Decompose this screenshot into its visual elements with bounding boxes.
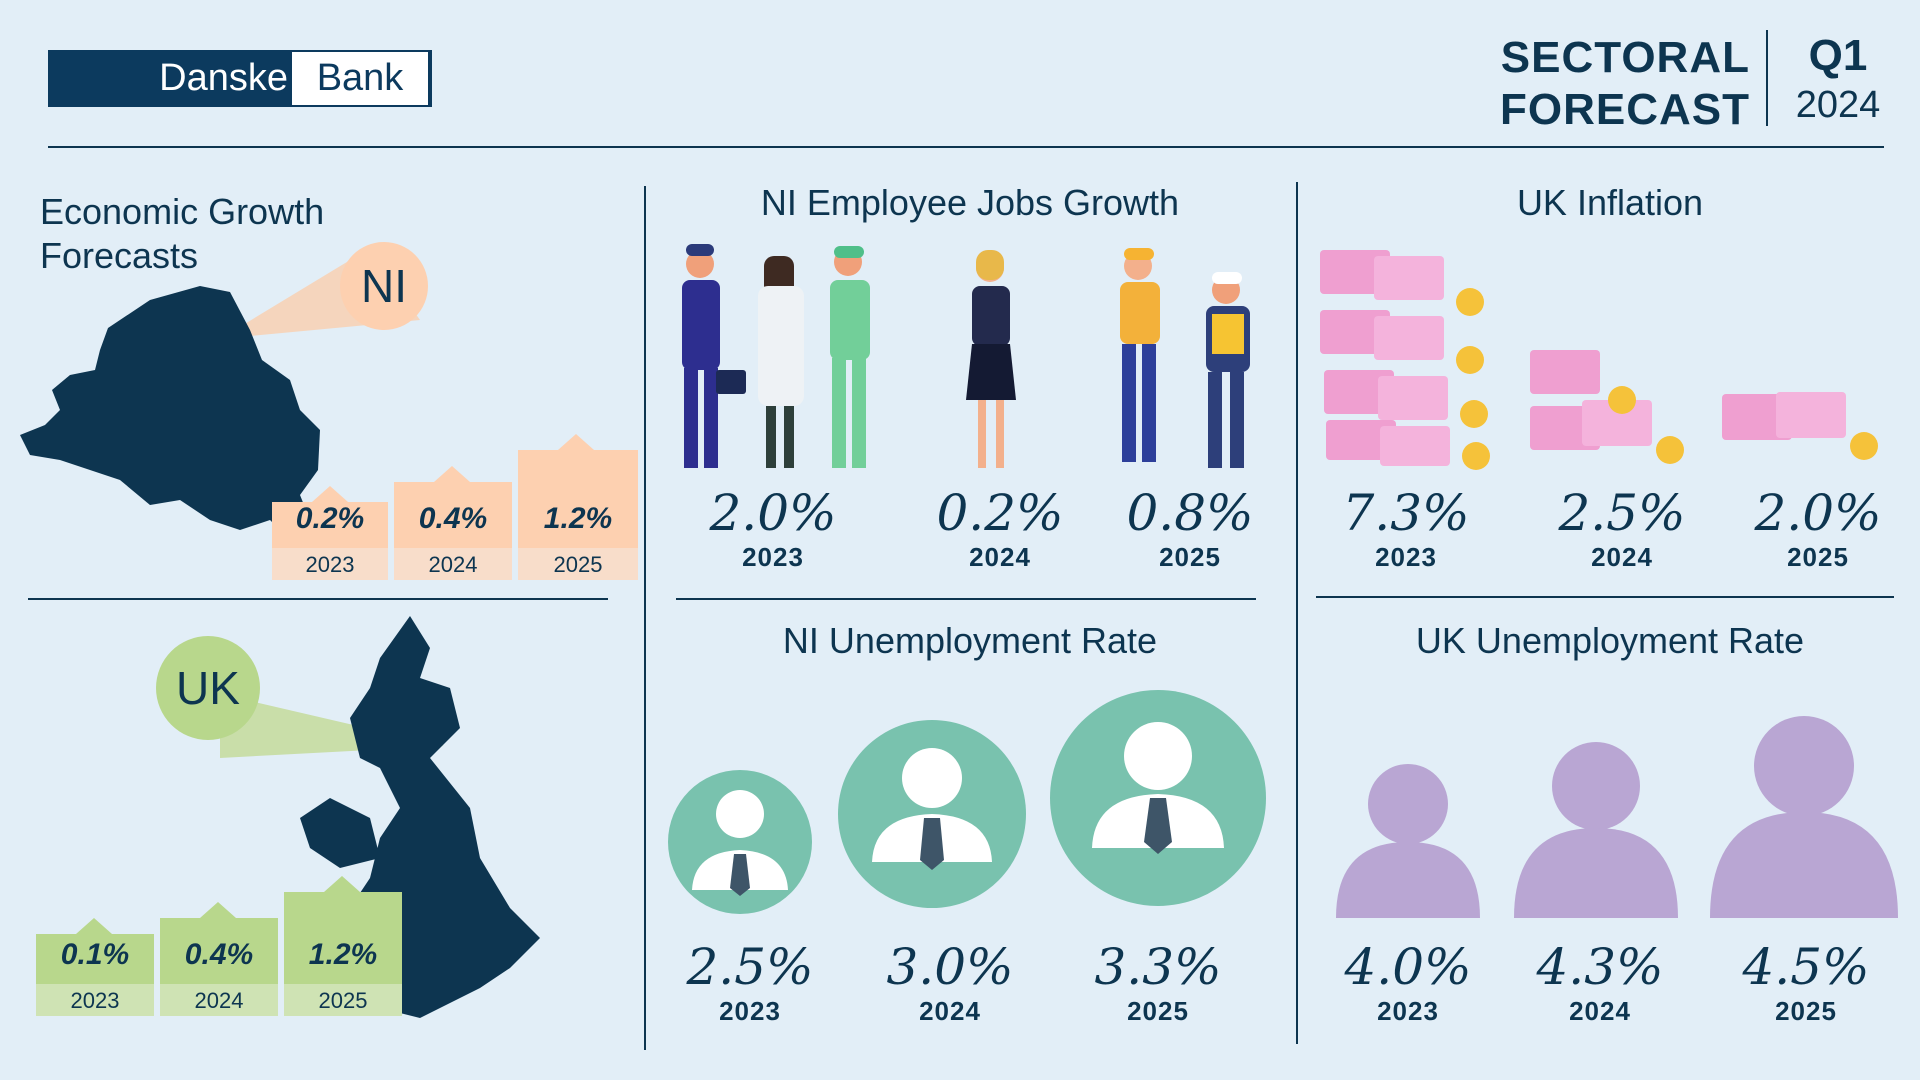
ni-unemployment-2024-value: 3.0% [886, 938, 1014, 996]
uk-inflation-2023-value: 7.3% [1342, 484, 1470, 542]
ni-unemployment-2023-value: 2.5% [686, 938, 814, 996]
ni-unemployment-2025-value: 3.3% [1094, 938, 1222, 996]
uk-growth-2025: 1.2% 2025 [284, 870, 402, 1016]
uk-bubble: UK [156, 636, 260, 740]
construction-worker-icon [1206, 272, 1250, 468]
report-quarter: Q1 [1808, 31, 1868, 80]
person-small-icon [1336, 764, 1480, 918]
ni-unemployment-title: NI Unemployment Rate [782, 620, 1158, 661]
danske-bank-logo: Danske Bank [48, 50, 432, 107]
ni-growth-2024-value: 0.4% [418, 502, 488, 535]
money-stack-medium-icon [1530, 350, 1684, 464]
uk-growth-2025-year: 2025 [318, 988, 368, 1013]
uk-unemployment-title: UK Unemployment Rate [1415, 620, 1805, 661]
employee-circle-medium-icon [838, 720, 1026, 908]
uk-unemployment-2025-value: 4.5% [1742, 938, 1870, 996]
ni-divider [676, 598, 1256, 600]
ni-unemployment-2025-year: 2025 [1127, 996, 1189, 1026]
ni-growth-2023: 0.2% 2023 [272, 480, 388, 580]
employee-circle-large-icon [1050, 690, 1266, 906]
workers-illustration [682, 244, 1250, 468]
ni-growth-2025: 1.2% 2025 [518, 430, 638, 580]
uk-unemployment-2023-value: 4.0% [1344, 938, 1472, 996]
ni-growth-2024-year: 2024 [428, 552, 478, 577]
report-title: SECTORAL FORECAST [1500, 32, 1750, 136]
uk-inflation-2024-value: 2.5% [1558, 484, 1686, 542]
uk-unemployment-2024-year: 2024 [1569, 996, 1631, 1026]
money-stack-small-icon [1722, 392, 1878, 460]
ni-growth-2024: 0.4% 2024 [394, 462, 512, 580]
uk-growth-2024-value: 0.4% [184, 938, 254, 971]
uk-growth-2023-value: 0.1% [60, 938, 130, 971]
logo-text-bank: Bank [292, 52, 428, 105]
ni-jobs-2024-year: 2024 [969, 542, 1031, 572]
uk-inflation-2023-year: 2023 [1375, 542, 1437, 572]
surgeon-icon [830, 246, 870, 468]
businessman-icon [682, 244, 746, 468]
person-large-icon [1710, 716, 1898, 918]
uk-inflation-2025-value: 2.0% [1754, 484, 1882, 542]
doctor-icon [758, 256, 804, 468]
ni-growth-2025-value: 1.2% [543, 502, 613, 535]
ni-jobs-2025-year: 2025 [1159, 542, 1221, 572]
ni-growth-2023-year: 2023 [305, 552, 355, 577]
uk-divider [1316, 596, 1894, 598]
uk-inflation-2025-year: 2025 [1787, 542, 1849, 572]
uk-unemployment-2024-value: 4.3% [1536, 938, 1664, 996]
ni-jobs-2025-value: 0.8% [1126, 484, 1254, 542]
report-title-line2: FORECAST [1500, 85, 1750, 134]
header-divider [1766, 30, 1768, 126]
person-medium-icon [1514, 742, 1678, 918]
uk-growth-2024: 0.4% 2024 [160, 898, 278, 1016]
report-title-line1: SECTORAL [1500, 33, 1750, 82]
ni-jobs-title: NI Employee Jobs Growth [760, 182, 1180, 223]
logo-text-danske: Danske [159, 57, 288, 99]
uk-unemployment-icons [1336, 716, 1898, 918]
report-year: 2024 [1795, 84, 1881, 126]
uk-unemployment-2023-year: 2023 [1377, 996, 1439, 1026]
money-stack-large-icon [1320, 250, 1490, 470]
column-divider-left [644, 186, 646, 1050]
money-illustration [1320, 250, 1878, 470]
ni-jobs-2023-year: 2023 [742, 542, 804, 572]
uk-growth-2025-value: 1.2% [308, 938, 378, 971]
growth-divider [28, 598, 608, 600]
ni-growth-2023-value: 0.2% [295, 502, 365, 535]
ni-bubble: NI [340, 242, 428, 330]
growth-title: Economic Growth Forecasts [40, 190, 324, 278]
ni-unemployment-2024-year: 2024 [919, 996, 981, 1026]
growth-title-line1: Economic Growth [40, 191, 325, 232]
uk-unemployment-2025-year: 2025 [1775, 996, 1837, 1026]
column-divider-right [1296, 182, 1298, 1044]
growth-title-line2: Forecasts [40, 235, 199, 276]
ni-jobs-2024-value: 0.2% [936, 484, 1064, 542]
ni-jobs-2023-value: 2.0% [709, 484, 837, 542]
uk-inflation-2024-year: 2024 [1591, 542, 1653, 572]
ni-map-icon [20, 286, 320, 540]
uk-growth-2024-year: 2024 [194, 988, 244, 1013]
uk-inflation-title: UK Inflation [1516, 182, 1704, 223]
ni-growth-2025-year: 2025 [553, 552, 603, 577]
employee-circle-small-icon [668, 770, 812, 914]
businesswoman-icon [966, 250, 1016, 468]
ni-unemployment-2023-year: 2023 [719, 996, 781, 1026]
ni-unemployment-icons [668, 690, 1266, 914]
header-rule [48, 146, 1884, 148]
uk-growth-2023: 0.1% 2023 [36, 912, 154, 1016]
uk-growth-2023-year: 2023 [70, 988, 120, 1013]
engineer-icon [1120, 248, 1160, 462]
